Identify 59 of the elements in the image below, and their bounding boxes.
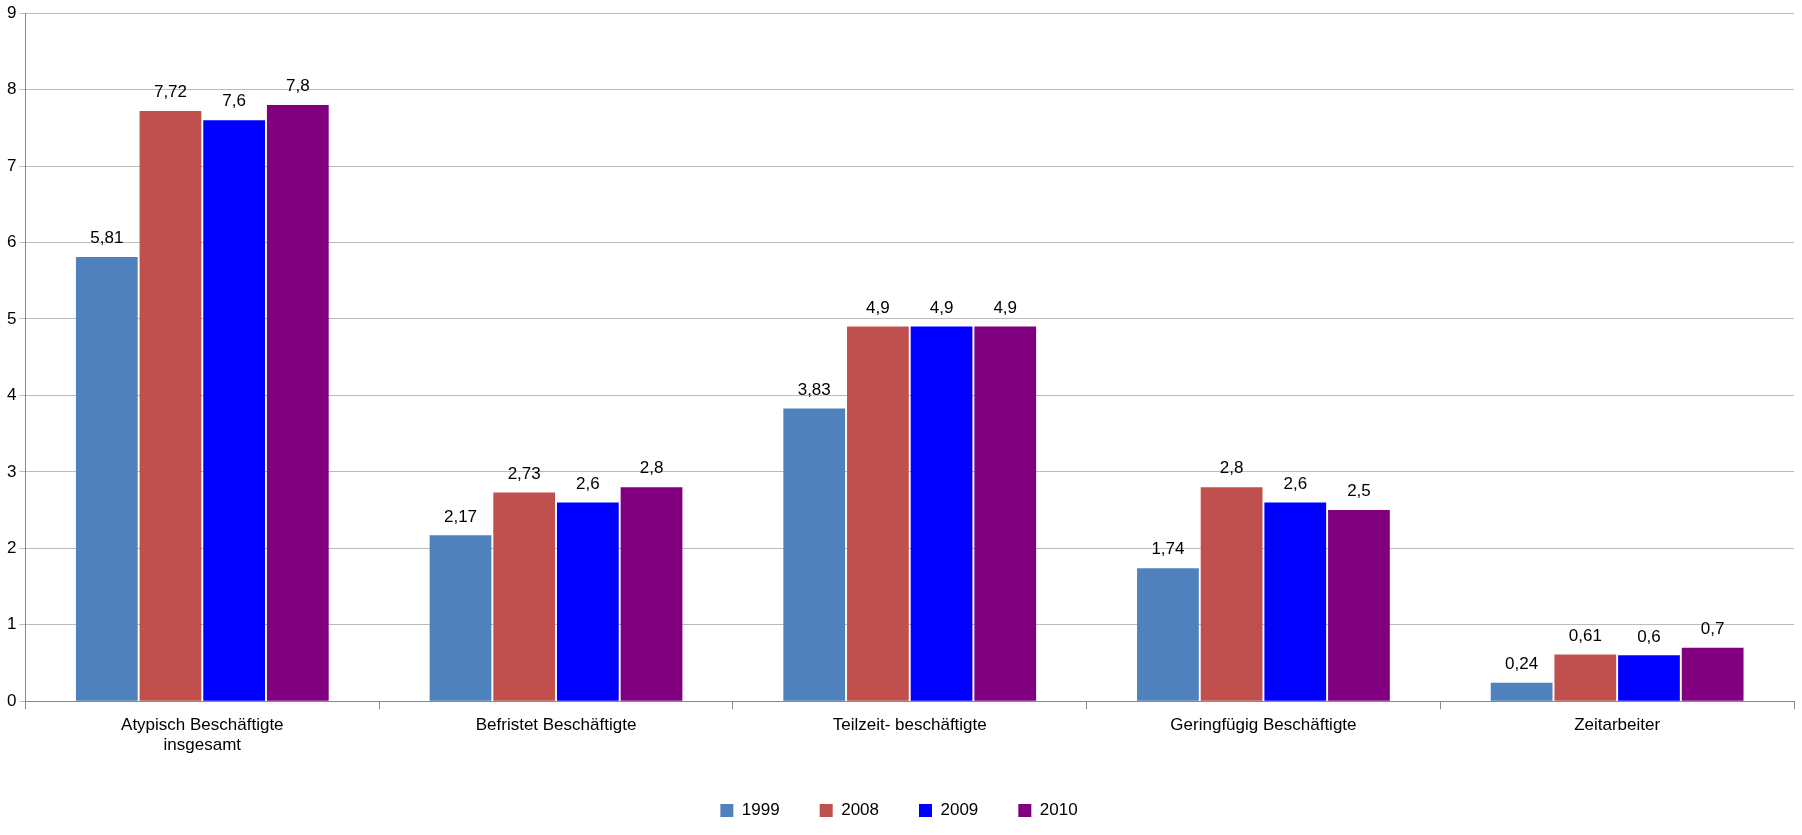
y-tick-label: 8	[6, 79, 17, 99]
data-label: 2,6	[1283, 473, 1308, 493]
y-tick-label: 6	[6, 232, 17, 252]
y-tick-label: 1	[6, 614, 17, 634]
bar	[1618, 655, 1680, 701]
bar	[847, 326, 909, 701]
x-tick-label: Geringfügig Beschäftigte	[1170, 715, 1357, 735]
y-tick-label: 2	[6, 538, 17, 557]
bar	[429, 535, 492, 701]
bar	[139, 111, 202, 701]
y-tick-label: 7	[6, 155, 17, 175]
bar	[266, 104, 329, 701]
legend-label: 2009	[940, 800, 979, 820]
bar	[203, 120, 266, 701]
data-label: 1,74	[1151, 539, 1185, 559]
data-label: 2,5	[1347, 481, 1371, 501]
bar	[1554, 654, 1617, 701]
x-tick-label: Befristet Beschäftigte	[475, 715, 637, 735]
y-tick-label: 0	[6, 690, 17, 710]
data-label: 2,8	[1219, 458, 1244, 478]
bar	[493, 492, 556, 701]
data-label: 7,6	[222, 91, 246, 111]
bar	[620, 487, 683, 701]
bar	[910, 326, 973, 701]
y-tick-label: 3	[6, 461, 17, 481]
x-tick-label: Zeitarbeiter	[1574, 715, 1661, 735]
data-label: 4,9	[929, 297, 954, 317]
y-tick-label: 5	[6, 308, 17, 328]
bar	[556, 502, 619, 701]
data-label: 7,72	[153, 82, 188, 102]
legend-label: 1999	[741, 800, 780, 820]
data-label: 7,8	[285, 76, 310, 96]
bar	[75, 257, 138, 701]
bar	[1490, 682, 1553, 701]
data-label: 4,9	[866, 297, 890, 317]
bar	[1328, 510, 1390, 701]
bar	[783, 408, 846, 701]
legend-label: 2010	[1039, 800, 1078, 820]
data-label: 4,9	[993, 297, 1018, 317]
x-tick-label: Atypisch Beschäftigte insgesamt	[121, 715, 284, 755]
data-label: 2,8	[639, 458, 664, 478]
legend-label: 2008	[841, 800, 880, 820]
data-label: 0,24	[1505, 654, 1539, 674]
data-label: 2,17	[443, 506, 478, 526]
y-tick-label: 4	[6, 385, 17, 405]
bar	[1264, 502, 1327, 701]
bar	[1681, 647, 1744, 701]
bar	[974, 326, 1037, 701]
data-label: 0,61	[1568, 625, 1602, 645]
data-label: 0,7	[1700, 618, 1725, 638]
bar	[1137, 568, 1199, 701]
y-tick-label: 9	[6, 2, 17, 22]
data-label: 0,6	[1637, 626, 1661, 646]
bar	[1200, 487, 1263, 701]
data-label: 2,6	[576, 473, 600, 493]
data-label: 2,73	[507, 463, 541, 483]
data-label: 3,83	[797, 379, 831, 399]
data-label: 5,81	[90, 228, 124, 248]
x-tick-label: Teilzeit- beschäftigte	[832, 715, 987, 735]
